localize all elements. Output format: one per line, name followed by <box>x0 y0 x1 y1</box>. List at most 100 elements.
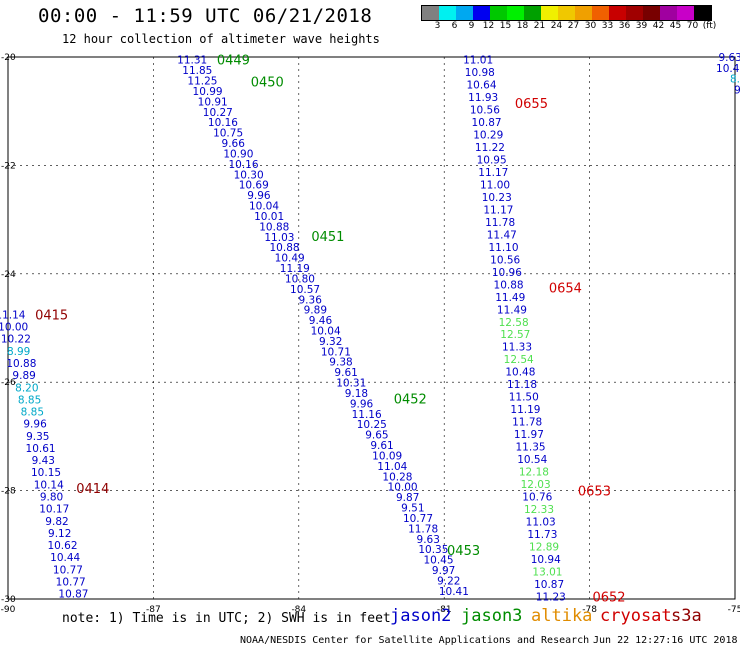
color-swatch <box>541 6 558 20</box>
swh-value: 11.17 <box>483 204 513 216</box>
color-swatch <box>524 6 541 20</box>
swh-value: 9.65 <box>365 430 388 442</box>
swh-value: 12.03 <box>521 479 551 491</box>
swh-value: 10.96 <box>492 267 522 279</box>
swh-value: 10.23 <box>482 192 512 204</box>
swh-value: 11.97 <box>514 429 544 441</box>
color-swatch <box>439 6 456 20</box>
color-swatch <box>558 6 575 20</box>
longitude-tick-label: -84 <box>291 605 306 615</box>
swh-value: 11.50 <box>509 392 539 404</box>
color-scale-label: 36 <box>618 21 631 31</box>
swh-value: 10.04 <box>311 325 341 337</box>
color-swatch <box>575 6 592 20</box>
swh-value: 9.36 <box>299 294 323 306</box>
swh-value: 10.31 <box>336 378 366 390</box>
swh-value: 11.16 <box>352 409 382 421</box>
credit-line: NOAA/NESDIS Center for Satellite Applica… <box>240 635 590 646</box>
swh-value: 9.96 <box>247 190 271 202</box>
swh-value: 11.73 <box>527 529 557 541</box>
latitude-tick-label: -20 <box>1 53 16 63</box>
swh-value: 11.78 <box>485 217 515 229</box>
color-swatch <box>694 6 711 20</box>
swh-value: 10.88 <box>6 358 36 370</box>
swh-value: 10.88 <box>259 221 289 233</box>
swh-value: 10.88 <box>270 242 300 254</box>
time-label: 0654 <box>549 281 582 296</box>
generated-timestamp: Jun 22 12:27:16 UTC 2018 <box>593 635 738 646</box>
swh-value: 10.28 <box>382 471 412 483</box>
latitude-tick-label: -28 <box>1 487 16 497</box>
swh-value: 11.18 <box>507 379 537 391</box>
swh-value: 8.20 <box>15 382 38 394</box>
swh-value: 10.09 <box>372 450 402 462</box>
swh-value: 9.89 <box>12 370 35 382</box>
swh-value: 13.01 <box>532 566 562 578</box>
swh-value: 10.01 <box>254 211 284 223</box>
swh-value: 9.22 <box>437 575 460 587</box>
swh-value: 8.99 <box>7 346 30 358</box>
swh-value: 10.54 <box>517 454 547 466</box>
swh-value: 11.04 <box>377 461 407 473</box>
swh-value: 10.22 <box>1 334 31 346</box>
swh-value: 9.96 <box>350 398 374 410</box>
swh-value: 10.41 <box>439 586 469 598</box>
color-swatch <box>490 6 507 20</box>
swh-value: 9.89 <box>304 305 327 317</box>
color-swatch <box>660 6 677 20</box>
swh-value: 10.4 <box>716 63 740 75</box>
swh-value: 9.32 <box>319 336 342 348</box>
swh-value: 12.54 <box>504 354 534 366</box>
swh-value: 11.31 <box>177 55 207 67</box>
swh-value: 10.56 <box>470 105 500 117</box>
time-label: 0655 <box>515 97 548 112</box>
swh-value: 10.80 <box>285 273 315 285</box>
longitude-tick-label: -75 <box>728 605 740 615</box>
swh-value: 11.78 <box>408 523 438 535</box>
swh-value: 11.49 <box>497 304 527 316</box>
swh-value: 11.17 <box>478 167 508 179</box>
swh-value: 10.77 <box>403 513 433 525</box>
swh-value: 10.27 <box>203 107 233 119</box>
swh-value: 10.71 <box>321 346 351 358</box>
swh-value: 10.95 <box>477 155 507 167</box>
swh-value: 9.80 <box>40 491 63 503</box>
swh-value: 9.51 <box>401 503 424 515</box>
swh-value: 10.49 <box>275 253 305 265</box>
time-label: 0652 <box>592 590 625 605</box>
color-scale-label: 27 <box>567 21 580 31</box>
swh-value: 9.43 <box>32 455 55 467</box>
swh-value: 11.10 <box>488 242 518 254</box>
swh-value: 10.61 <box>26 443 56 455</box>
latitude-tick-label: -22 <box>1 161 16 171</box>
swh-value: 12.18 <box>519 467 549 479</box>
time-label: 0449 <box>217 54 250 69</box>
swh-value: 10.25 <box>357 419 387 431</box>
swh-value: 10.00 <box>0 322 28 334</box>
swh-value: 12.58 <box>499 317 529 329</box>
swh-value: 9.18 <box>345 388 368 400</box>
swh-value: 11.33 <box>502 342 532 354</box>
swh-value: 10.56 <box>490 254 520 266</box>
color-swatch <box>643 6 660 20</box>
legend-altika: altika <box>531 606 593 626</box>
plot-frame <box>7 56 736 600</box>
swh-value: 9.66 <box>222 138 246 150</box>
swh-value: 9.35 <box>26 431 49 443</box>
swh-value: 11.85 <box>182 65 212 77</box>
swh-value: 10.69 <box>239 180 269 192</box>
swh-value: 10.98 <box>465 67 495 79</box>
legend-jason2: jason2 <box>390 606 452 626</box>
swh-value: 9.61 <box>334 367 357 379</box>
swh-value: 10.87 <box>58 589 88 601</box>
swh-value: 10.16 <box>228 159 258 171</box>
swh-value: 10.35 <box>418 544 448 556</box>
legend-cryosat: cryosat <box>600 606 672 626</box>
swh-value: 10.88 <box>494 279 524 291</box>
swh-value: 11.47 <box>487 229 517 241</box>
swh-value: 11.03 <box>264 232 294 244</box>
time-label: 0450 <box>251 75 284 90</box>
color-scale-label: 33 <box>601 21 614 31</box>
longitude-tick-label: -78 <box>582 605 597 615</box>
